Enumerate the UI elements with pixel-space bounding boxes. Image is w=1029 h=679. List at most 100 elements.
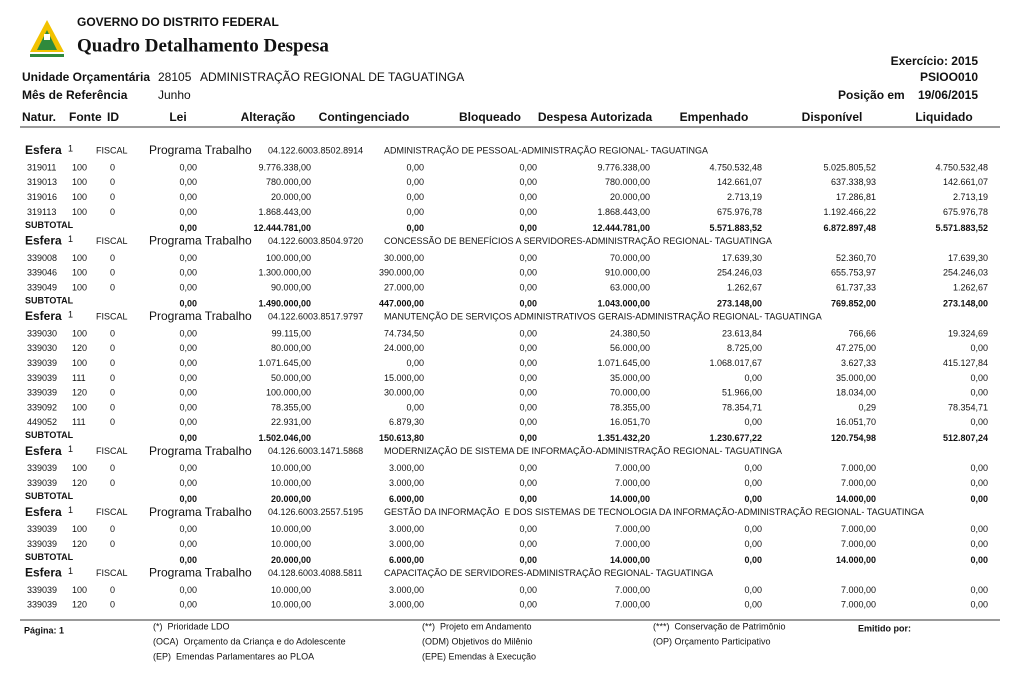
cell: 339039 (27, 373, 57, 383)
legend-note: (OCA) Orçamento da Criança e do Adolesce… (153, 636, 346, 646)
cell: 0 (110, 177, 115, 187)
subtotal-value: 273.148,00 (943, 298, 988, 308)
cell: 0,00 (519, 282, 537, 292)
subtotal-value: 20.000,00 (271, 555, 311, 565)
cell: 0,00 (744, 478, 762, 488)
cell: 100 (72, 207, 87, 217)
cell: 0,00 (970, 478, 988, 488)
cell: 339030 (27, 328, 57, 338)
legend-note: (*) Prioridade LDO (153, 621, 230, 631)
cell: 1.262,67 (727, 282, 762, 292)
cell: 17.286,81 (836, 192, 876, 202)
cell: 0,00 (179, 463, 197, 473)
tipo: FISCAL (96, 507, 128, 517)
cell: 0,00 (519, 268, 537, 278)
subtotal-value: 5.571.883,52 (709, 223, 762, 233)
cell: 142.661,07 (717, 177, 762, 187)
cell: 100 (72, 253, 87, 263)
cell: 111 (72, 373, 86, 383)
cell: 339039 (27, 478, 57, 488)
cell: 20.000,00 (610, 192, 650, 202)
cell: 637.338,93 (831, 177, 876, 187)
subtotal-value: 0,00 (519, 433, 537, 443)
cell: 18.034,00 (836, 388, 876, 398)
cell: 0,00 (179, 282, 197, 292)
cell: 0,00 (970, 600, 988, 610)
cell: 0,00 (970, 524, 988, 534)
cell: 78.355,00 (271, 402, 311, 412)
cell: 90.000,00 (271, 282, 311, 292)
esfera: 1 (68, 143, 73, 153)
cell: 23.613,84 (722, 328, 762, 338)
cell: 0,00 (970, 343, 988, 353)
cell: 1.300.000,00 (258, 268, 311, 278)
cell: 0 (110, 524, 115, 534)
programa-desc: GESTÃO DA INFORMAÇÃO E DOS SISTEMAS DE T… (384, 507, 924, 517)
column-header: Alteração (241, 110, 296, 124)
cell: 100 (72, 585, 87, 595)
cell: 0,00 (179, 358, 197, 368)
cell: 0 (110, 539, 115, 549)
legend-note: (**) Projeto em Andamento (422, 621, 532, 631)
cell: 15.000,00 (384, 373, 424, 383)
cell: 20.000,00 (271, 192, 311, 202)
column-header: ID (107, 110, 119, 124)
column-header: Empenhado (680, 110, 749, 124)
programa-desc: CAPACITAÇÃO DE SERVIDORES-ADMINISTRAÇÃO … (384, 568, 713, 578)
cell: 74.734,50 (384, 328, 424, 338)
cell: 0 (110, 282, 115, 292)
cell: 339046 (27, 268, 57, 278)
programa-code: 04.122.6003.8517.9797 (268, 311, 363, 321)
subtotal-value: 12.444.781,00 (253, 223, 311, 233)
cell: 1.071.645,00 (597, 358, 650, 368)
cell: 0,00 (519, 388, 537, 398)
cell: 47.275,00 (836, 343, 876, 353)
cell: 7.000,00 (841, 585, 876, 595)
emitido: Emitido por: (858, 623, 911, 633)
subtotal-label: SUBTOTAL (25, 220, 74, 230)
cell: 3.000,00 (389, 585, 424, 595)
cell: 1.192.466,22 (823, 207, 876, 217)
programa-label: Programa Trabalho (149, 143, 252, 157)
esfera-label: Esfera (25, 505, 62, 519)
cell: 0,00 (744, 585, 762, 595)
cell: 0,00 (519, 402, 537, 412)
esfera-label: Esfera (25, 566, 62, 580)
cell: 24.380,50 (610, 328, 650, 338)
cell: 0,00 (744, 463, 762, 473)
tipo: FISCAL (96, 446, 128, 456)
cell: 100 (72, 463, 87, 473)
subtotal-value: 0,00 (519, 298, 537, 308)
cell: 142.661,07 (943, 177, 988, 187)
cell: 0 (110, 463, 115, 473)
cell: 0 (110, 358, 115, 368)
subtotal-label: SUBTOTAL (25, 491, 74, 501)
cell: 35.000,00 (836, 373, 876, 383)
cell: 3.000,00 (389, 478, 424, 488)
cell: 7.000,00 (615, 524, 650, 534)
subtotal-value: 6.000,00 (389, 494, 424, 504)
unidade-code: 28105 (158, 70, 192, 84)
cell: 52.360,70 (836, 253, 876, 263)
cell: 9.776.338,00 (258, 162, 311, 172)
cell: 0 (110, 417, 115, 427)
column-header: Lei (169, 110, 186, 124)
cell: 254.246,03 (943, 268, 988, 278)
cell: 78.354,71 (722, 402, 762, 412)
cell: 0,00 (179, 402, 197, 412)
cell: 0 (110, 162, 115, 172)
cell: 339008 (27, 253, 57, 263)
cell: 0 (110, 388, 115, 398)
cell: 100.000,00 (266, 388, 311, 398)
cell: 0,00 (179, 600, 197, 610)
subtotal-value: 150.613,80 (379, 433, 424, 443)
cell: 0,00 (519, 177, 537, 187)
subtotal-value: 1.351.432,20 (597, 433, 650, 443)
cell: 7.000,00 (615, 585, 650, 595)
cell: 0,00 (970, 539, 988, 549)
column-header: Liquidado (915, 110, 972, 124)
cell: 5.025.805,52 (823, 162, 876, 172)
cell: 0,00 (179, 539, 197, 549)
cell: 0,00 (406, 402, 424, 412)
tipo: FISCAL (96, 145, 128, 155)
